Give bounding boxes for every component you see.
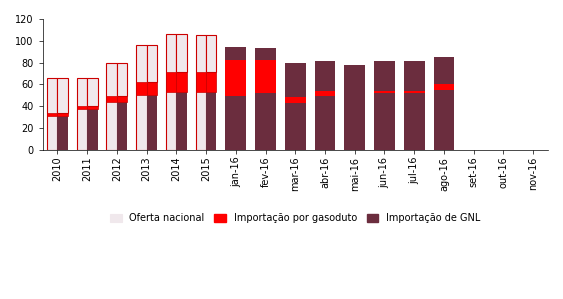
Bar [206, 92, 216, 150]
Bar [225, 96, 246, 150]
Bar [285, 103, 306, 150]
Bar [136, 82, 146, 95]
Bar [285, 62, 306, 97]
Bar [434, 57, 454, 84]
Bar [117, 62, 127, 96]
Bar [57, 78, 68, 113]
Bar [57, 113, 68, 116]
Bar [404, 93, 425, 150]
Bar [374, 93, 395, 150]
Bar [374, 91, 395, 93]
Legend: Oferta nacional, Importação por gasoduto, Importação de GNL: Oferta nacional, Importação por gasoduto… [106, 210, 485, 227]
Bar [166, 72, 176, 92]
Bar [404, 91, 425, 93]
Bar [255, 93, 276, 150]
Bar [146, 95, 157, 150]
Bar [47, 78, 57, 150]
Bar [315, 96, 336, 150]
Bar [434, 84, 454, 90]
Bar [206, 72, 216, 92]
Bar [285, 97, 306, 103]
Bar [87, 106, 97, 109]
Bar [255, 48, 276, 60]
Bar [166, 34, 176, 150]
Bar [404, 62, 425, 91]
Bar [345, 65, 365, 93]
Bar [196, 35, 206, 150]
Bar [57, 116, 68, 150]
Bar [345, 93, 365, 150]
Bar [136, 45, 146, 150]
Bar [196, 72, 206, 92]
Bar [374, 62, 395, 91]
Bar [146, 45, 157, 82]
Bar [255, 60, 276, 93]
Bar [225, 60, 246, 96]
Bar [434, 90, 454, 150]
Bar [315, 91, 336, 96]
Bar [77, 78, 87, 150]
Bar [117, 102, 127, 150]
Bar [106, 62, 117, 150]
Bar [106, 96, 117, 102]
Bar [225, 47, 246, 60]
Bar [117, 96, 127, 102]
Bar [176, 34, 187, 72]
Bar [206, 35, 216, 72]
Bar [146, 82, 157, 95]
Bar [47, 113, 57, 116]
Bar [315, 62, 336, 91]
Bar [87, 109, 97, 150]
Bar [87, 78, 97, 106]
Bar [77, 106, 87, 109]
Bar [176, 92, 187, 150]
Bar [176, 72, 187, 92]
